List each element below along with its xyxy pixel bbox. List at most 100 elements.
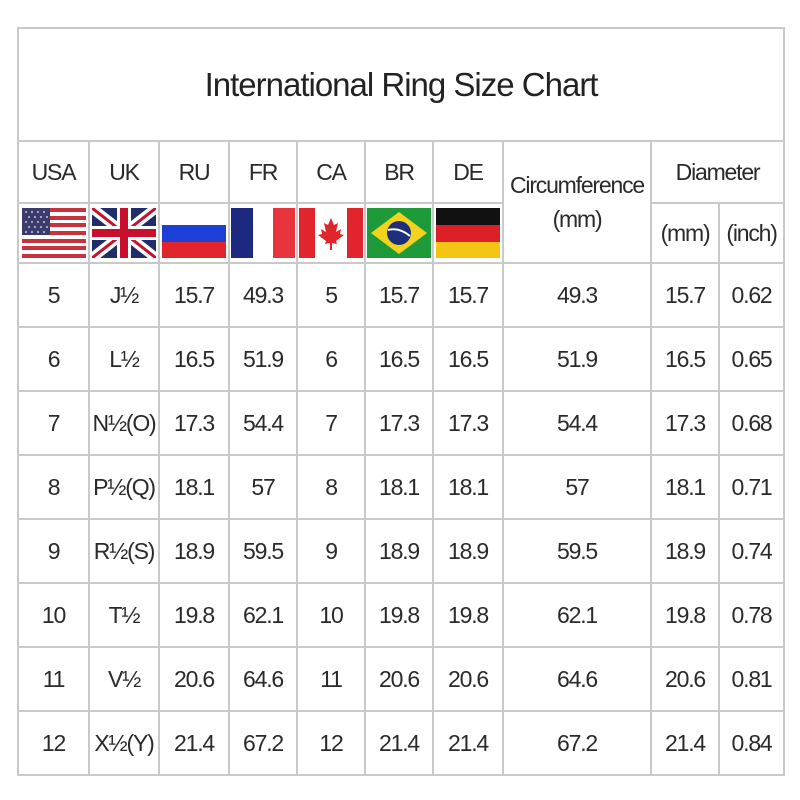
cell-usa: 8	[17, 454, 90, 520]
cell-br: 18.9	[364, 518, 434, 584]
cell-diameter-inch: 0.68	[717, 390, 786, 456]
cell-circumference-mm: 62.1	[502, 582, 652, 648]
france-flag-icon	[231, 208, 295, 258]
ring-size-table: International Ring Size Chart USA UK RU …	[16, 27, 786, 776]
cell-usa: 6	[17, 326, 90, 392]
cell-diameter-mm: 20.6	[650, 646, 720, 712]
russia-flag-icon	[162, 208, 226, 258]
cell-usa: 10	[17, 582, 90, 648]
table-row: 11 V½ 20.6 64.6 11 20.6 20.6 64.6 20.6 0.81	[17, 646, 786, 712]
cell-fr: 57	[228, 454, 298, 520]
cell-diameter-inch: 0.65	[717, 326, 786, 392]
cell-diameter-mm: 17.3	[650, 390, 720, 456]
cell-de: 16.5	[432, 326, 504, 392]
cell-ca: 5	[296, 262, 366, 328]
cell-circumference-mm: 67.2	[502, 710, 652, 776]
germany-flag-icon	[436, 208, 500, 258]
cell-ru: 18.1	[158, 454, 230, 520]
cell-uk: R½(S)	[88, 518, 160, 584]
cell-usa: 12	[17, 710, 90, 776]
table-row: 9 R½(S) 18.9 59.5 9 18.9 18.9 59.5 18.9 0.74	[17, 518, 786, 584]
header-ru: RU	[158, 140, 230, 204]
circumference-label: Circumference	[510, 172, 645, 198]
canada-flag-cell	[296, 202, 366, 264]
cell-uk: X½(Y)	[88, 710, 160, 776]
cell-ru: 18.9	[158, 518, 230, 584]
cell-fr: 67.2	[228, 710, 298, 776]
cell-usa: 7	[17, 390, 90, 456]
cell-uk: N½(O)	[88, 390, 160, 456]
cell-br: 21.4	[364, 710, 434, 776]
russia-flag-cell	[158, 202, 230, 264]
canada-flag-icon	[299, 208, 363, 258]
table-row: 10 T½ 19.8 62.1 10 19.8 19.8 62.1 19.8 0.78	[17, 582, 786, 648]
cell-usa: 11	[17, 646, 90, 712]
cell-usa: 5	[17, 262, 90, 328]
cell-ca: 12	[296, 710, 366, 776]
cell-de: 21.4	[432, 710, 504, 776]
cell-diameter-inch: 0.81	[717, 646, 786, 712]
cell-br: 17.3	[364, 390, 434, 456]
cell-circumference-mm: 59.5	[502, 518, 652, 584]
cell-ru: 16.5	[158, 326, 230, 392]
chart-title: International Ring Size Chart	[16, 27, 786, 142]
cell-ru: 19.8	[158, 582, 230, 648]
header-diameter-mm: (mm)	[650, 202, 720, 264]
cell-br: 19.8	[364, 582, 434, 648]
cell-diameter-mm: 18.1	[650, 454, 720, 520]
cell-ru: 21.4	[158, 710, 230, 776]
table-row: 5 J½ 15.7 49.3 5 15.7 15.7 49.3 15.7 0.62	[17, 262, 786, 328]
cell-uk: T½	[88, 582, 160, 648]
brazil-flag-icon	[367, 208, 431, 258]
cell-ru: 17.3	[158, 390, 230, 456]
cell-de: 15.7	[432, 262, 504, 328]
cell-diameter-mm: 16.5	[650, 326, 720, 392]
header-br: BR	[364, 140, 434, 204]
cell-de: 17.3	[432, 390, 504, 456]
cell-ca: 6	[296, 326, 366, 392]
cell-fr: 59.5	[228, 518, 298, 584]
header-fr: FR	[228, 140, 298, 204]
cell-circumference-mm: 51.9	[502, 326, 652, 392]
cell-ca: 10	[296, 582, 366, 648]
germany-flag-cell	[432, 202, 504, 264]
cell-br: 16.5	[364, 326, 434, 392]
cell-diameter-inch: 0.74	[717, 518, 786, 584]
cell-br: 20.6	[364, 646, 434, 712]
cell-diameter-mm: 18.9	[650, 518, 720, 584]
uk-flag-cell	[88, 202, 160, 264]
cell-br: 15.7	[364, 262, 434, 328]
table-row: 8 P½(Q) 18.1 57 8 18.1 18.1 57 18.1 0.71	[17, 454, 786, 520]
cell-fr: 54.4	[228, 390, 298, 456]
cell-ru: 15.7	[158, 262, 230, 328]
france-flag-cell	[228, 202, 298, 264]
header-de: DE	[432, 140, 504, 204]
header-ca: CA	[296, 140, 366, 204]
cell-ca: 7	[296, 390, 366, 456]
cell-diameter-inch: 0.71	[717, 454, 786, 520]
us-flag-icon	[21, 208, 86, 258]
cell-uk: J½	[88, 262, 160, 328]
header-diameter: Diameter	[649, 140, 786, 204]
header-usa: USA	[17, 140, 90, 204]
cell-diameter-mm: 15.7	[650, 262, 720, 328]
cell-circumference-mm: 49.3	[502, 262, 652, 328]
uk-flag-icon	[92, 208, 156, 258]
circumference-unit: (mm)	[552, 206, 603, 232]
cell-usa: 9	[17, 518, 90, 584]
cell-circumference-mm: 57	[502, 454, 652, 520]
table-row: 7 N½(O) 17.3 54.4 7 17.3 17.3 54.4 17.3 0.68	[17, 390, 786, 456]
cell-fr: 51.9	[228, 326, 298, 392]
us-flag-cell	[17, 202, 90, 264]
cell-br: 18.1	[364, 454, 434, 520]
header-uk: UK	[88, 140, 160, 204]
cell-diameter-mm: 19.8	[650, 582, 720, 648]
cell-fr: 62.1	[228, 582, 298, 648]
table-row: 12 X½(Y) 21.4 67.2 12 21.4 21.4 67.2 21.4 0.84	[17, 710, 786, 776]
cell-de: 19.8	[432, 582, 504, 648]
cell-uk: P½(Q)	[88, 454, 160, 520]
cell-de: 20.6	[432, 646, 504, 712]
cell-uk: V½	[88, 646, 160, 712]
header-circumference: Circumference (mm)	[502, 140, 652, 264]
cell-ru: 20.6	[158, 646, 230, 712]
